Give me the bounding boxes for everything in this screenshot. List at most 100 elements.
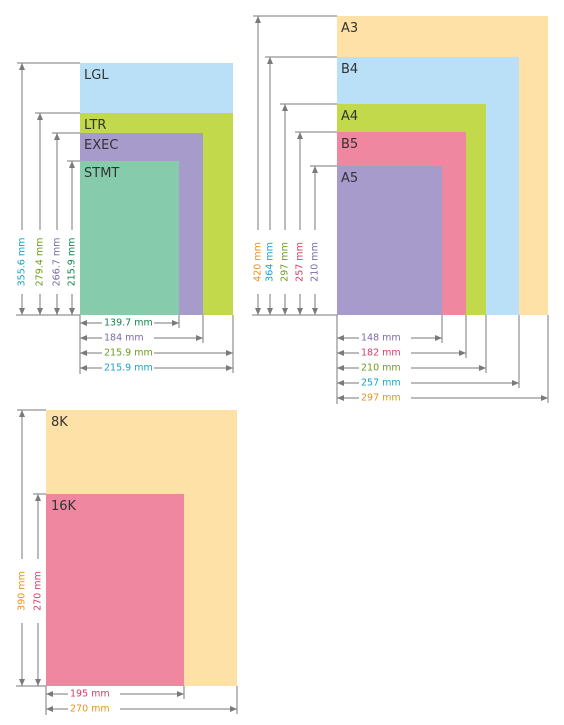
paper-a5 (337, 166, 442, 315)
width-label-background (102, 317, 154, 329)
height-label: 364 mm (265, 242, 276, 282)
paper-label-a5: A5 (341, 171, 358, 186)
arrow-up-icon (69, 161, 75, 168)
height-label: 266.7 mm (52, 238, 63, 287)
width-label-background (359, 392, 411, 404)
arrow-down-icon (255, 308, 261, 315)
width-label-background (68, 688, 120, 700)
arrow-up-icon (267, 57, 273, 64)
height-label: 390 mm (17, 571, 28, 611)
height-label: 270 mm (33, 571, 44, 611)
arrow-right-icon (196, 335, 203, 341)
arrow-right-icon (512, 380, 519, 386)
height-label: 257 mm (295, 242, 306, 282)
arrow-right-icon (459, 350, 466, 356)
arrow-up-icon (282, 104, 288, 111)
iso-sizes-group: A3 B4 A4 B5 A5 420 mm 364 mm 297 mm 257 mm 210 mm… (252, 15, 549, 404)
arrow-left-icon (46, 691, 53, 697)
arrow-left-icon (337, 350, 344, 356)
arrow-down-icon (19, 679, 25, 686)
height-label-background (295, 230, 305, 294)
k-sizes-group: 8K 16K 390 mm 270 mm 195 mm 270 mm (16, 409, 238, 715)
arrow-up-icon (19, 63, 25, 70)
arrow-right-icon (541, 395, 548, 401)
paper-label-16k: 16K (51, 499, 77, 514)
paper-label-8k: 8K (51, 415, 68, 430)
arrow-left-icon (80, 320, 87, 326)
paper-stmt (80, 161, 179, 315)
height-label: 279.4 mm (35, 238, 46, 287)
height-label-background (17, 559, 27, 623)
arrow-left-icon (46, 706, 53, 712)
us-sizes-group: LGL LTR EXEC STMT 355.6 mm 279.4 mm 266.7 mm 21… (16, 62, 234, 374)
arrow-down-icon (297, 308, 303, 315)
height-label-background (52, 230, 62, 294)
width-label-background (68, 703, 120, 715)
paper-label-stmt: STMT (84, 166, 119, 181)
height-label-background (67, 230, 77, 294)
width-label: 297 mm (361, 393, 401, 404)
arrow-right-icon (230, 706, 237, 712)
width-label: 215.9 mm (104, 348, 153, 359)
arrow-up-icon (255, 16, 261, 23)
arrow-right-icon (172, 320, 179, 326)
height-label: 420 mm (253, 242, 264, 282)
arrow-down-icon (37, 308, 43, 315)
arrow-right-icon (177, 691, 184, 697)
arrow-up-icon (19, 410, 25, 417)
height-label-background (280, 230, 290, 294)
arrow-left-icon (80, 335, 87, 341)
arrow-down-icon (312, 308, 318, 315)
arrow-down-icon (54, 308, 60, 315)
arrow-down-icon (35, 679, 41, 686)
width-label-background (359, 347, 411, 359)
paper-label-a3: A3 (341, 21, 358, 36)
arrow-down-icon (267, 308, 273, 315)
height-label-background (265, 230, 275, 294)
height-label-background (253, 230, 263, 294)
arrow-left-icon (337, 365, 344, 371)
paper-label-b5: B5 (341, 137, 358, 152)
paper-label-ltr: LTR (84, 118, 106, 133)
width-label: 184 mm (104, 333, 144, 344)
width-label: 139.7 mm (104, 318, 153, 329)
width-label: 210 mm (361, 363, 401, 374)
arrow-left-icon (337, 395, 344, 401)
paper-label-lgl: LGL (84, 68, 109, 83)
arrow-up-icon (312, 166, 318, 173)
width-label-background (359, 362, 411, 374)
height-label: 297 mm (280, 242, 291, 282)
width-label: 195 mm (70, 689, 110, 700)
arrow-left-icon (337, 380, 344, 386)
paper-label-b4: B4 (341, 62, 358, 77)
width-label-background (102, 362, 154, 374)
arrow-left-icon (337, 335, 344, 341)
paper-label-a4: A4 (341, 109, 358, 124)
height-label-background (33, 559, 43, 623)
arrow-up-icon (297, 132, 303, 139)
arrow-left-icon (80, 365, 87, 371)
arrow-up-icon (37, 113, 43, 120)
height-label: 215.9 mm (67, 238, 78, 287)
arrow-right-icon (226, 350, 233, 356)
width-label-background (359, 332, 411, 344)
width-label: 148 mm (361, 333, 401, 344)
arrow-down-icon (282, 308, 288, 315)
arrow-right-icon (479, 365, 486, 371)
height-label: 210 mm (310, 242, 321, 282)
arrow-down-icon (69, 308, 75, 315)
height-label: 355.6 mm (17, 238, 28, 287)
paper-label-exec: EXEC (84, 138, 118, 153)
arrow-right-icon (226, 365, 233, 371)
paper-16k (46, 494, 184, 686)
width-label: 257 mm (361, 378, 401, 389)
width-label: 182 mm (361, 348, 401, 359)
arrow-up-icon (35, 494, 41, 501)
height-label-background (35, 230, 45, 294)
height-label-background (17, 230, 27, 294)
arrow-left-icon (80, 350, 87, 356)
arrow-up-icon (54, 133, 60, 140)
height-label-background (310, 230, 320, 294)
width-label-background (102, 347, 154, 359)
